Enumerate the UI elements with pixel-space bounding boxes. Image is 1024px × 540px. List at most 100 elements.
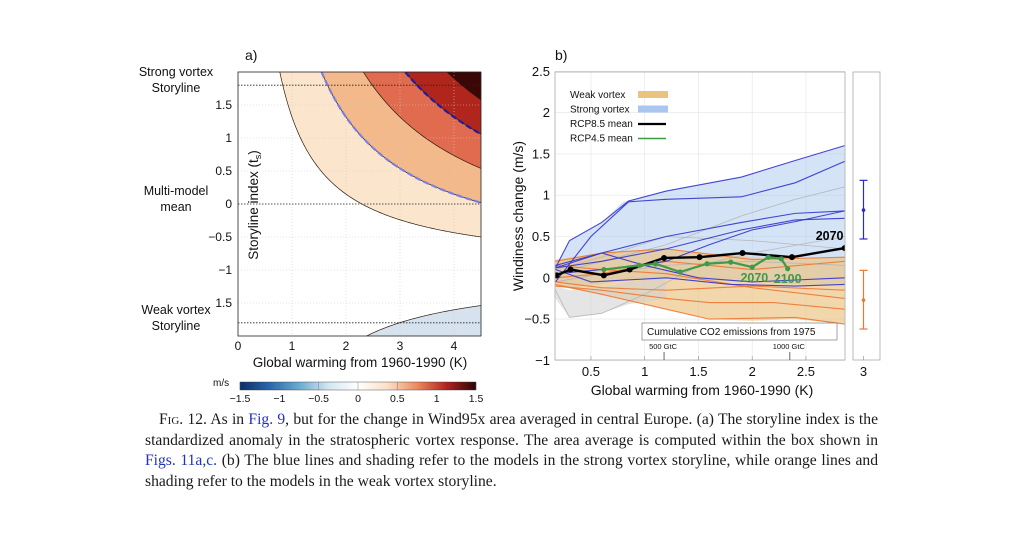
panel-b: b) 0.5 1 1.5 2 2.5 2.5 2 1.5 1 0.5 0 −0.5 −1 Weak vo… <box>510 47 881 398</box>
storyline-labels: Strong vortex Storyline Multi-model mean Wea… <box>139 65 214 333</box>
data-point <box>704 261 710 267</box>
year-annotation: 2070 <box>740 271 768 285</box>
x-tick-label: 4 <box>451 339 458 353</box>
y-tick-label: −0.5 <box>524 312 550 327</box>
storyline-label: Storyline <box>152 81 201 95</box>
legend: Weak vortex Strong vortex RCP8.5 mean RCP4.… <box>570 90 668 145</box>
colorbar-unit: m/s <box>213 378 229 389</box>
colorbar-tick-label: −0.5 <box>308 393 329 405</box>
co2-box-frame <box>641 322 838 341</box>
figs-11-link[interactable]: Figs. 11a,c. <box>145 452 218 469</box>
data-point <box>661 254 668 261</box>
x-tick-label: 1.5 <box>689 364 707 379</box>
data-point <box>765 254 771 260</box>
data-point <box>601 266 607 273</box>
data-point <box>778 256 784 262</box>
y-tick-label: −1 <box>218 263 232 277</box>
caption-text: , but for the change in Wind95x area ave… <box>145 411 878 449</box>
y-tick-label: 2.5 <box>532 64 550 79</box>
colorbar-tick-label: −1.5 <box>230 393 251 405</box>
contour-line <box>279 72 481 238</box>
figure-caption: Fig. 12. As in Fig. 9, but for the chang… <box>145 410 878 492</box>
data-point <box>677 269 683 275</box>
y-tick-label: 0 <box>225 197 232 211</box>
plot-frame <box>554 71 846 361</box>
data-point <box>600 272 607 279</box>
x-axis-label: Global warming from 1960-1990 (K) <box>591 382 814 398</box>
colorbar-tick-label: 1.5 <box>469 393 484 405</box>
axis-ticks: 0.5 1 1.5 2 2.5 2.5 2 1.5 1 0.5 0 −0.5 −1 <box>524 64 815 379</box>
y-tick-label: −0.5 <box>208 230 232 244</box>
data-point <box>555 272 560 279</box>
year-annotation: 2070 <box>816 229 844 243</box>
data-point <box>739 250 746 257</box>
data-point <box>567 266 574 273</box>
plot-frame <box>237 71 482 337</box>
axis-ticks: 0 1 2 3 4 1.5 1 0.5 0 −0.5 −1 1.5 <box>208 98 457 353</box>
colorbar-tick-label: 0 <box>355 393 361 405</box>
storyline-label: Strong vortex <box>139 65 214 79</box>
co2-box-label: Cumulative CO2 emissions from 1975 <box>647 327 816 338</box>
y-tick-label: 1 <box>225 131 232 145</box>
legend-label: Weak vortex <box>570 90 625 101</box>
legend-label: RCP4.5 mean <box>570 134 633 145</box>
grid <box>238 72 481 336</box>
fig-9-link[interactable]: Fig. 9 <box>248 411 286 428</box>
panel-b-label: b) <box>555 47 567 63</box>
y-tick-label: 1.5 <box>532 146 550 161</box>
y-tick-label: −1 <box>535 353 550 368</box>
data-point <box>788 254 795 261</box>
y-tick-label: 1.5 <box>215 296 232 310</box>
caption-text: (b) The blue lines and shading refer to … <box>145 452 878 490</box>
series-line <box>603 256 789 274</box>
co2-emissions-box: Cumulative CO2 emissions from 1975 500 Gt… <box>641 322 838 360</box>
side-panel: 3 <box>859 179 868 379</box>
contour-fill-negative <box>366 305 481 336</box>
data-point <box>728 259 734 265</box>
annotations: 2070 2070 2100 <box>740 229 843 286</box>
legend-label: RCP8.5 mean <box>570 119 633 130</box>
y-tick-label: 0.5 <box>215 164 232 178</box>
x-tick-label: 3 <box>860 364 867 379</box>
data-point <box>749 264 755 270</box>
colorbar-tick-label: −1 <box>273 393 285 405</box>
contour-line-dashed <box>403 72 481 136</box>
error-bar-mean <box>861 208 866 212</box>
model-line-weak <box>555 285 845 310</box>
x-tick-label: 0.5 <box>582 364 600 379</box>
model-line-strong <box>555 145 845 269</box>
x-tick-label: 3 <box>397 339 404 353</box>
storyline-label: mean <box>160 200 191 214</box>
data-point <box>636 262 642 269</box>
contour-fill-level <box>405 72 481 135</box>
y-tick-label: 2 <box>543 105 550 120</box>
error-bar-mean <box>861 298 866 302</box>
legend-swatch <box>638 91 668 98</box>
data-point <box>696 254 703 261</box>
contour-lines <box>279 72 481 336</box>
colorbar-tick-label: 0.5 <box>390 393 405 405</box>
panel-a-label: a) <box>245 47 257 63</box>
contour-fill-level <box>446 72 481 100</box>
data-point <box>785 266 791 272</box>
model-line-weak <box>555 281 845 291</box>
side-panel-frame <box>852 71 881 361</box>
x-tick-label: 0 <box>235 339 242 353</box>
co2-tick-label: 1000 GtC <box>773 342 806 351</box>
y-axis-label: Windiness change (m/s) <box>510 141 526 291</box>
contour-fills <box>279 72 481 336</box>
year-annotation: 2100 <box>774 272 802 286</box>
caption-text: As in <box>206 411 249 428</box>
legend-label: Strong vortex <box>570 105 629 116</box>
x-tick-label: 2.5 <box>797 364 815 379</box>
co2-tick-label: 500 GtC <box>649 342 678 351</box>
panel-a: a) 0 1 2 3 4 1.5 1 0.5 0 −0.5 −1 1.5 Global warming… <box>139 47 484 405</box>
data-point <box>841 245 845 252</box>
model-line-other <box>555 186 845 275</box>
y-tick-label: 1.5 <box>215 98 232 112</box>
x-tick-label: 1 <box>641 364 648 379</box>
colorbar-tick-label: 1 <box>434 393 440 405</box>
y-tick-label: 1 <box>543 188 550 203</box>
y-axis-label: Storyline index (ts) <box>246 150 263 260</box>
